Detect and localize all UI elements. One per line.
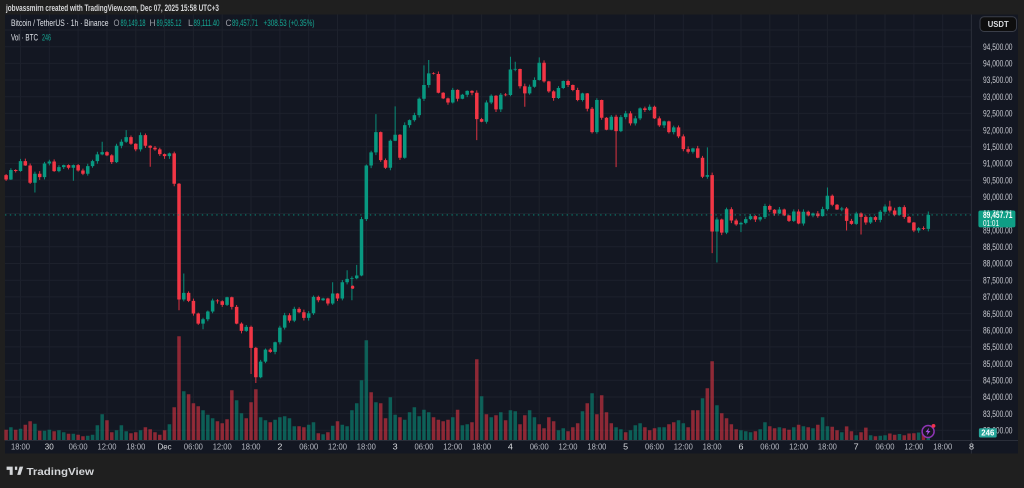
svg-text:85,500.00: 85,500.00 — [983, 342, 1013, 352]
svg-text:89,457.71: 89,457.71 — [232, 18, 258, 28]
svg-text:06:00: 06:00 — [184, 442, 203, 452]
svg-text:87,000.00: 87,000.00 — [983, 292, 1013, 302]
svg-text:86,500.00: 86,500.00 — [983, 309, 1013, 319]
svg-text:83,000.00: 83,000.00 — [983, 426, 1013, 436]
svg-text:18:00: 18:00 — [242, 442, 261, 452]
svg-text:18:00: 18:00 — [587, 442, 606, 452]
svg-text:91,500.00: 91,500.00 — [983, 142, 1013, 152]
svg-text:89,457.71: 89,457.71 — [983, 210, 1013, 220]
svg-text:C: C — [226, 18, 232, 28]
svg-text:6: 6 — [739, 442, 744, 452]
svg-text:8: 8 — [969, 442, 974, 452]
svg-text:TradingView: TradingView — [27, 466, 95, 478]
svg-text:+308.53 (+0.35%): +308.53 (+0.35%) — [264, 18, 315, 28]
svg-text:12:00: 12:00 — [904, 442, 923, 452]
svg-text:18:00: 18:00 — [472, 442, 491, 452]
svg-text:90,500.00: 90,500.00 — [983, 175, 1013, 185]
svg-text:L: L — [188, 18, 193, 28]
svg-text:12:00: 12:00 — [674, 442, 693, 452]
svg-text:246: 246 — [42, 32, 51, 42]
svg-text:jobvassmirn created with Tradi: jobvassmirn created with TradingView.com… — [5, 3, 219, 13]
svg-text:06:00: 06:00 — [876, 442, 895, 452]
svg-text:12:00: 12:00 — [98, 442, 117, 452]
svg-text:01:01: 01:01 — [983, 218, 999, 228]
svg-text:89,111.40: 89,111.40 — [194, 18, 220, 28]
svg-text:18:00: 18:00 — [818, 442, 837, 452]
svg-text:4: 4 — [508, 442, 513, 452]
svg-text:92,500.00: 92,500.00 — [983, 109, 1013, 119]
svg-text:86,000.00: 86,000.00 — [983, 325, 1013, 335]
svg-text:246: 246 — [981, 428, 995, 437]
svg-text:85,000.00: 85,000.00 — [983, 359, 1013, 369]
svg-text:O: O — [114, 18, 120, 28]
svg-text:30: 30 — [45, 442, 54, 452]
svg-text:87,500.00: 87,500.00 — [983, 275, 1013, 285]
svg-text:06:00: 06:00 — [415, 442, 434, 452]
svg-text:18:00: 18:00 — [703, 442, 722, 452]
svg-text:92,000.00: 92,000.00 — [983, 125, 1013, 135]
svg-text:12:00: 12:00 — [789, 442, 808, 452]
svg-text:88,500.00: 88,500.00 — [983, 242, 1013, 252]
svg-text:12:00: 12:00 — [328, 442, 347, 452]
svg-text:06:00: 06:00 — [645, 442, 664, 452]
svg-text:89,000.00: 89,000.00 — [983, 225, 1013, 235]
svg-text:84,000.00: 84,000.00 — [983, 392, 1013, 402]
svg-text:18:00: 18:00 — [11, 442, 30, 452]
svg-text:12:00: 12:00 — [443, 442, 462, 452]
svg-text:91,000.00: 91,000.00 — [983, 159, 1013, 169]
svg-text:H: H — [150, 18, 156, 28]
svg-text:Dec: Dec — [158, 442, 173, 452]
svg-text:06:00: 06:00 — [760, 442, 779, 452]
svg-text:12:00: 12:00 — [559, 442, 578, 452]
svg-text:18:00: 18:00 — [357, 442, 376, 452]
svg-text:88,000.00: 88,000.00 — [983, 259, 1013, 269]
svg-text:06:00: 06:00 — [530, 442, 549, 452]
svg-text:90,000.00: 90,000.00 — [983, 192, 1013, 202]
svg-text:93,500.00: 93,500.00 — [983, 75, 1013, 85]
svg-text:Bitcoin / TetherUS · 1h · Bina: Bitcoin / TetherUS · 1h · Binance — [11, 18, 109, 28]
svg-text:83,500.00: 83,500.00 — [983, 409, 1013, 419]
svg-text:7: 7 — [854, 442, 859, 452]
svg-text:93,000.00: 93,000.00 — [983, 92, 1013, 102]
svg-text:89,585.12: 89,585.12 — [157, 18, 182, 28]
svg-text:94,500.00: 94,500.00 — [983, 42, 1013, 52]
svg-text:Vol · BTC: Vol · BTC — [11, 32, 38, 42]
svg-text:12:00: 12:00 — [213, 442, 232, 452]
svg-text:2: 2 — [277, 442, 282, 452]
svg-text:94,000.00: 94,000.00 — [983, 59, 1013, 69]
svg-text:USDT: USDT — [988, 19, 1010, 29]
svg-text:06:00: 06:00 — [69, 442, 88, 452]
svg-text:18:00: 18:00 — [933, 442, 952, 452]
svg-text:84,500.00: 84,500.00 — [983, 376, 1013, 386]
svg-text:5: 5 — [623, 442, 628, 452]
svg-text:3: 3 — [393, 442, 398, 452]
svg-text:18:00: 18:00 — [126, 442, 145, 452]
svg-text:06:00: 06:00 — [299, 442, 318, 452]
svg-text:89,149.18: 89,149.18 — [121, 18, 146, 28]
